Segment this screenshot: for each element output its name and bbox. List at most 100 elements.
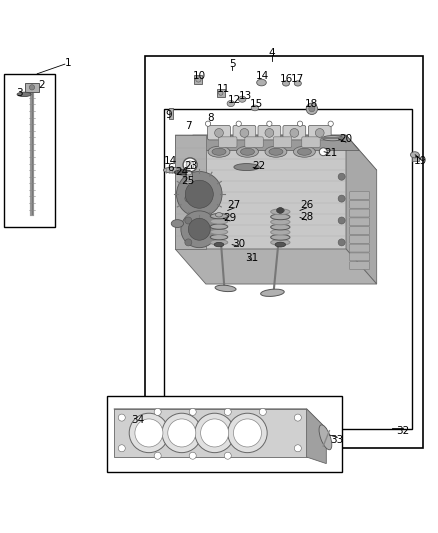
Ellipse shape xyxy=(271,219,290,225)
Polygon shape xyxy=(114,409,326,429)
Ellipse shape xyxy=(276,208,284,213)
Circle shape xyxy=(185,180,213,208)
Circle shape xyxy=(185,239,192,246)
Text: 23: 23 xyxy=(184,161,197,171)
Ellipse shape xyxy=(17,92,31,96)
Circle shape xyxy=(259,408,266,415)
Circle shape xyxy=(240,128,249,138)
Polygon shape xyxy=(346,135,377,284)
Text: 5: 5 xyxy=(229,59,236,69)
Text: 7: 7 xyxy=(185,122,192,131)
Polygon shape xyxy=(114,409,307,457)
Circle shape xyxy=(328,121,333,126)
Circle shape xyxy=(135,419,163,447)
Text: 31: 31 xyxy=(245,253,258,263)
FancyBboxPatch shape xyxy=(350,236,370,243)
Circle shape xyxy=(201,419,229,447)
Ellipse shape xyxy=(234,164,259,171)
Ellipse shape xyxy=(265,146,287,157)
Circle shape xyxy=(154,408,161,415)
Circle shape xyxy=(224,408,231,415)
Ellipse shape xyxy=(271,229,290,235)
Circle shape xyxy=(196,77,201,82)
Text: 18: 18 xyxy=(304,100,318,109)
Circle shape xyxy=(118,414,125,421)
Circle shape xyxy=(177,172,222,217)
Circle shape xyxy=(205,121,211,126)
Circle shape xyxy=(338,195,345,202)
Text: 25: 25 xyxy=(182,176,195,186)
Ellipse shape xyxy=(261,289,284,296)
Ellipse shape xyxy=(210,235,228,240)
Circle shape xyxy=(185,173,192,180)
Ellipse shape xyxy=(271,209,290,215)
Ellipse shape xyxy=(271,214,290,220)
Circle shape xyxy=(162,413,201,453)
Polygon shape xyxy=(307,409,326,464)
Circle shape xyxy=(277,207,283,214)
Ellipse shape xyxy=(208,146,230,157)
Bar xyxy=(164,109,412,429)
Text: 11: 11 xyxy=(217,84,230,94)
Circle shape xyxy=(185,195,192,202)
Ellipse shape xyxy=(283,81,290,86)
Circle shape xyxy=(29,85,35,90)
FancyBboxPatch shape xyxy=(283,125,306,140)
Ellipse shape xyxy=(269,148,283,155)
Text: 28: 28 xyxy=(300,213,313,222)
Text: 2: 2 xyxy=(38,80,45,90)
Ellipse shape xyxy=(293,146,315,157)
Polygon shape xyxy=(175,135,377,170)
Ellipse shape xyxy=(186,172,192,175)
Circle shape xyxy=(236,121,241,126)
Circle shape xyxy=(338,239,345,246)
Bar xyxy=(25,83,39,92)
Circle shape xyxy=(233,419,261,447)
FancyBboxPatch shape xyxy=(350,253,370,261)
Polygon shape xyxy=(175,249,377,284)
Ellipse shape xyxy=(240,148,254,155)
Circle shape xyxy=(290,128,299,138)
Ellipse shape xyxy=(238,96,246,102)
Ellipse shape xyxy=(186,181,192,184)
Ellipse shape xyxy=(212,148,226,155)
Circle shape xyxy=(219,91,223,95)
Ellipse shape xyxy=(210,219,228,224)
Circle shape xyxy=(168,419,196,447)
Ellipse shape xyxy=(410,152,419,158)
Text: 8: 8 xyxy=(207,112,214,123)
Text: 19: 19 xyxy=(414,156,427,166)
Ellipse shape xyxy=(297,148,311,155)
Text: 13: 13 xyxy=(239,91,252,101)
Text: 29: 29 xyxy=(223,213,237,223)
Ellipse shape xyxy=(257,79,266,86)
Circle shape xyxy=(294,414,301,421)
Circle shape xyxy=(297,121,303,126)
Circle shape xyxy=(195,413,234,453)
Bar xyxy=(186,173,192,183)
Text: 22: 22 xyxy=(252,161,265,171)
FancyBboxPatch shape xyxy=(245,137,263,147)
Text: 10: 10 xyxy=(193,71,206,81)
FancyBboxPatch shape xyxy=(350,200,370,208)
FancyBboxPatch shape xyxy=(233,125,256,140)
Ellipse shape xyxy=(251,105,258,111)
Text: 27: 27 xyxy=(228,200,241,210)
FancyBboxPatch shape xyxy=(302,137,320,147)
Text: 16: 16 xyxy=(280,74,293,84)
FancyBboxPatch shape xyxy=(219,137,237,147)
Ellipse shape xyxy=(215,213,223,217)
Text: 6: 6 xyxy=(167,163,174,173)
Circle shape xyxy=(319,148,327,156)
Circle shape xyxy=(186,161,194,169)
FancyBboxPatch shape xyxy=(350,218,370,226)
Ellipse shape xyxy=(271,235,290,240)
Circle shape xyxy=(294,445,301,452)
Ellipse shape xyxy=(210,214,228,219)
Ellipse shape xyxy=(215,285,236,292)
Bar xyxy=(107,395,342,472)
Text: 14: 14 xyxy=(164,156,177,166)
Circle shape xyxy=(224,452,231,459)
Text: 21: 21 xyxy=(324,148,337,158)
Circle shape xyxy=(315,128,324,138)
